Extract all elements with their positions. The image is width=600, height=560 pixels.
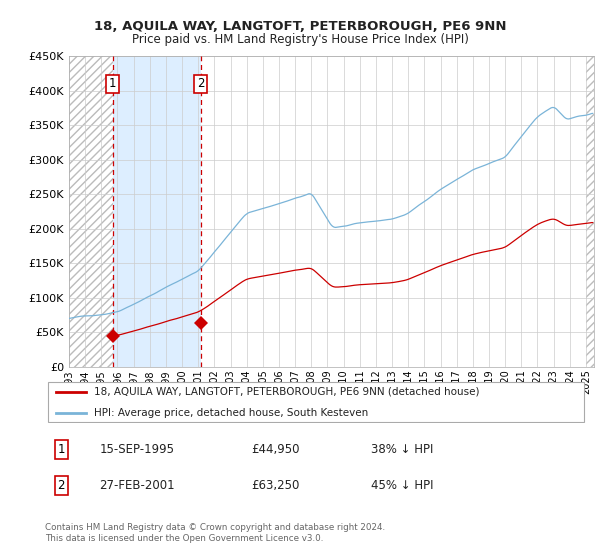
Text: £63,250: £63,250: [251, 479, 300, 492]
Text: 15-SEP-1995: 15-SEP-1995: [100, 443, 175, 456]
Text: Price paid vs. HM Land Registry's House Price Index (HPI): Price paid vs. HM Land Registry's House …: [131, 32, 469, 46]
Text: 2: 2: [58, 479, 65, 492]
Text: 18, AQUILA WAY, LANGTOFT, PETERBOROUGH, PE6 9NN (detached house): 18, AQUILA WAY, LANGTOFT, PETERBOROUGH, …: [94, 387, 479, 396]
Text: 27-FEB-2001: 27-FEB-2001: [100, 479, 175, 492]
FancyBboxPatch shape: [48, 382, 584, 422]
Text: 2: 2: [197, 77, 205, 91]
Text: 18, AQUILA WAY, LANGTOFT, PETERBOROUGH, PE6 9NN: 18, AQUILA WAY, LANGTOFT, PETERBOROUGH, …: [94, 20, 506, 34]
Text: Contains HM Land Registry data © Crown copyright and database right 2024.
This d: Contains HM Land Registry data © Crown c…: [45, 524, 385, 543]
Text: 38% ↓ HPI: 38% ↓ HPI: [371, 443, 433, 456]
Bar: [586, 56, 594, 367]
Text: £44,950: £44,950: [251, 443, 300, 456]
Text: 1: 1: [109, 77, 116, 91]
Text: 1: 1: [58, 443, 65, 456]
Text: 45% ↓ HPI: 45% ↓ HPI: [371, 479, 433, 492]
Bar: [113, 56, 200, 367]
Text: HPI: Average price, detached house, South Kesteven: HPI: Average price, detached house, Sout…: [94, 408, 368, 418]
Bar: [69, 56, 113, 367]
